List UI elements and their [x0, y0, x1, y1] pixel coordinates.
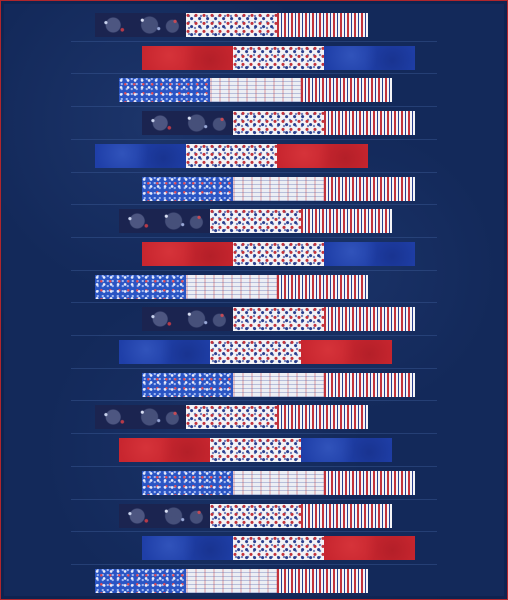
fabric-patriotic: [186, 569, 277, 593]
quilt-row: [142, 471, 415, 495]
fabric-fireworks: [142, 111, 233, 135]
fabric-stripes: [277, 405, 368, 429]
fabric-stars: [233, 307, 324, 331]
fabric-stripes: [277, 275, 368, 299]
fabric-stripes: [301, 78, 392, 102]
fabric-stars: [186, 144, 277, 168]
fabric-red: [324, 536, 415, 560]
fabric-bluestar: [142, 177, 233, 201]
fabric-stars: [210, 340, 301, 364]
fabric-stars: [233, 242, 324, 266]
row-seam: [71, 204, 437, 205]
quilt-row: [95, 275, 368, 299]
fabric-red: [119, 438, 210, 462]
row-seam: [71, 237, 437, 238]
fabric-royal: [301, 438, 392, 462]
fabric-stripes: [324, 373, 415, 397]
fabric-stars: [210, 504, 301, 528]
row-seam: [71, 531, 437, 532]
quilt-background: [4, 4, 504, 596]
fabric-stars: [233, 46, 324, 70]
row-seam: [71, 466, 437, 467]
quilt-row: [95, 405, 368, 429]
fabric-patriotic: [186, 275, 277, 299]
fabric-fireworks: [119, 504, 210, 528]
quilt-row: [142, 177, 415, 201]
fabric-stripes: [324, 307, 415, 331]
quilt-row: [119, 209, 392, 233]
row-seam: [71, 139, 437, 140]
fabric-bluestar: [142, 373, 233, 397]
row-seam: [71, 335, 437, 336]
row-seam: [71, 106, 437, 107]
fabric-red: [142, 46, 233, 70]
row-seam: [71, 400, 437, 401]
quilt-row: [142, 536, 415, 560]
quilt-row: [95, 144, 368, 168]
fabric-stripes: [324, 177, 415, 201]
fabric-royal: [142, 536, 233, 560]
fabric-stars: [210, 209, 301, 233]
quilt-row: [142, 242, 415, 266]
fabric-royal: [324, 242, 415, 266]
fabric-patriotic: [233, 177, 324, 201]
quilt-row: [95, 569, 368, 593]
row-seam: [71, 172, 437, 173]
fabric-stripes: [301, 504, 392, 528]
fabric-fireworks: [95, 405, 186, 429]
fabric-stars: [186, 13, 277, 37]
fabric-bluestar: [119, 78, 210, 102]
fabric-bluestar: [95, 275, 186, 299]
fabric-stars: [186, 405, 277, 429]
quilt-row: [142, 46, 415, 70]
row-seam: [71, 41, 437, 42]
row-seam: [71, 368, 437, 369]
row-seam: [71, 564, 437, 565]
quilt-row: [142, 307, 415, 331]
fabric-royal: [119, 340, 210, 364]
fabric-fireworks: [142, 307, 233, 331]
fabric-red: [277, 144, 368, 168]
fabric-patriotic: [210, 78, 301, 102]
fabric-stars: [233, 111, 324, 135]
fabric-stripes: [277, 13, 368, 37]
fabric-bluestar: [95, 569, 186, 593]
fabric-red: [301, 340, 392, 364]
quilt-row: [119, 78, 392, 102]
fabric-patriotic: [233, 471, 324, 495]
quilt-row: [119, 504, 392, 528]
quilt-row: [119, 340, 392, 364]
fabric-bluestar: [142, 471, 233, 495]
row-seam: [71, 433, 437, 434]
fabric-stars: [233, 536, 324, 560]
row-seam: [71, 270, 437, 271]
row-seam: [71, 302, 437, 303]
fabric-fireworks: [95, 13, 186, 37]
row-seam: [71, 73, 437, 74]
fabric-stripes: [277, 569, 368, 593]
fabric-royal: [95, 144, 186, 168]
fabric-stars: [210, 438, 301, 462]
quilt-row: [142, 111, 415, 135]
fabric-stripes: [301, 209, 392, 233]
row-seam: [71, 499, 437, 500]
fabric-patriotic: [233, 373, 324, 397]
fabric-fireworks: [119, 209, 210, 233]
fabric-red: [142, 242, 233, 266]
fabric-stripes: [324, 111, 415, 135]
quilt-row: [119, 438, 392, 462]
quilt-row: [142, 373, 415, 397]
fabric-stripes: [324, 471, 415, 495]
quilt-row: [95, 13, 368, 37]
fabric-royal: [324, 46, 415, 70]
